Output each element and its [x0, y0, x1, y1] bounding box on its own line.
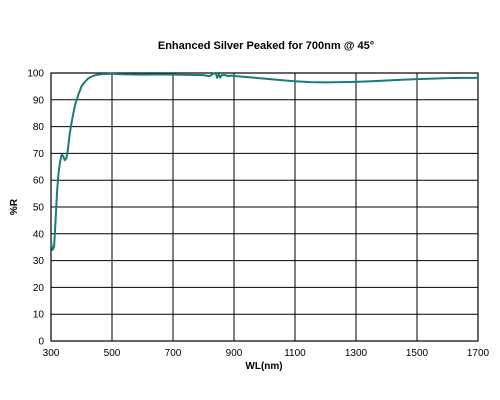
x-axis-label: WL(nm) [245, 361, 282, 372]
y-tick-label: 50 [33, 203, 45, 214]
grid [50, 72, 479, 342]
y-tick-label: 70 [33, 149, 45, 160]
x-tick-label: 700 [165, 348, 182, 359]
x-tick-label: 500 [104, 348, 121, 359]
y-tick-label: 60 [33, 176, 45, 187]
x-tick-label: 1700 [467, 348, 490, 359]
plot-frame [50, 72, 479, 342]
y-tick-label: 0 [38, 337, 44, 348]
x-tick-label: 900 [226, 348, 243, 359]
y-tick-label: 80 [33, 122, 45, 133]
series-line-0 [50, 72, 479, 251]
series-group [50, 72, 479, 251]
y-tick-label: 30 [33, 256, 45, 267]
x-tick-labels: 300 500 700 900 1100 1300 1500 1700 [43, 348, 490, 359]
y-tick-label: 90 [33, 95, 45, 106]
y-tick-label: 100 [27, 69, 44, 80]
x-tick-label: 1300 [345, 348, 368, 359]
y-tick-labels: 0 10 20 30 40 50 60 70 80 90 100 [27, 69, 44, 348]
chart-title: Enhanced Silver Peaked for 700nm @ 45° [158, 40, 374, 52]
x-tick-label: 300 [43, 348, 60, 359]
y-axis-label: %R [9, 198, 20, 215]
x-tick-label: 1100 [284, 348, 306, 359]
y-tick-label: 10 [33, 310, 45, 321]
y-tick-label: 40 [33, 229, 45, 240]
y-tick-label: 20 [33, 283, 45, 294]
x-tick-label: 1500 [406, 348, 429, 359]
